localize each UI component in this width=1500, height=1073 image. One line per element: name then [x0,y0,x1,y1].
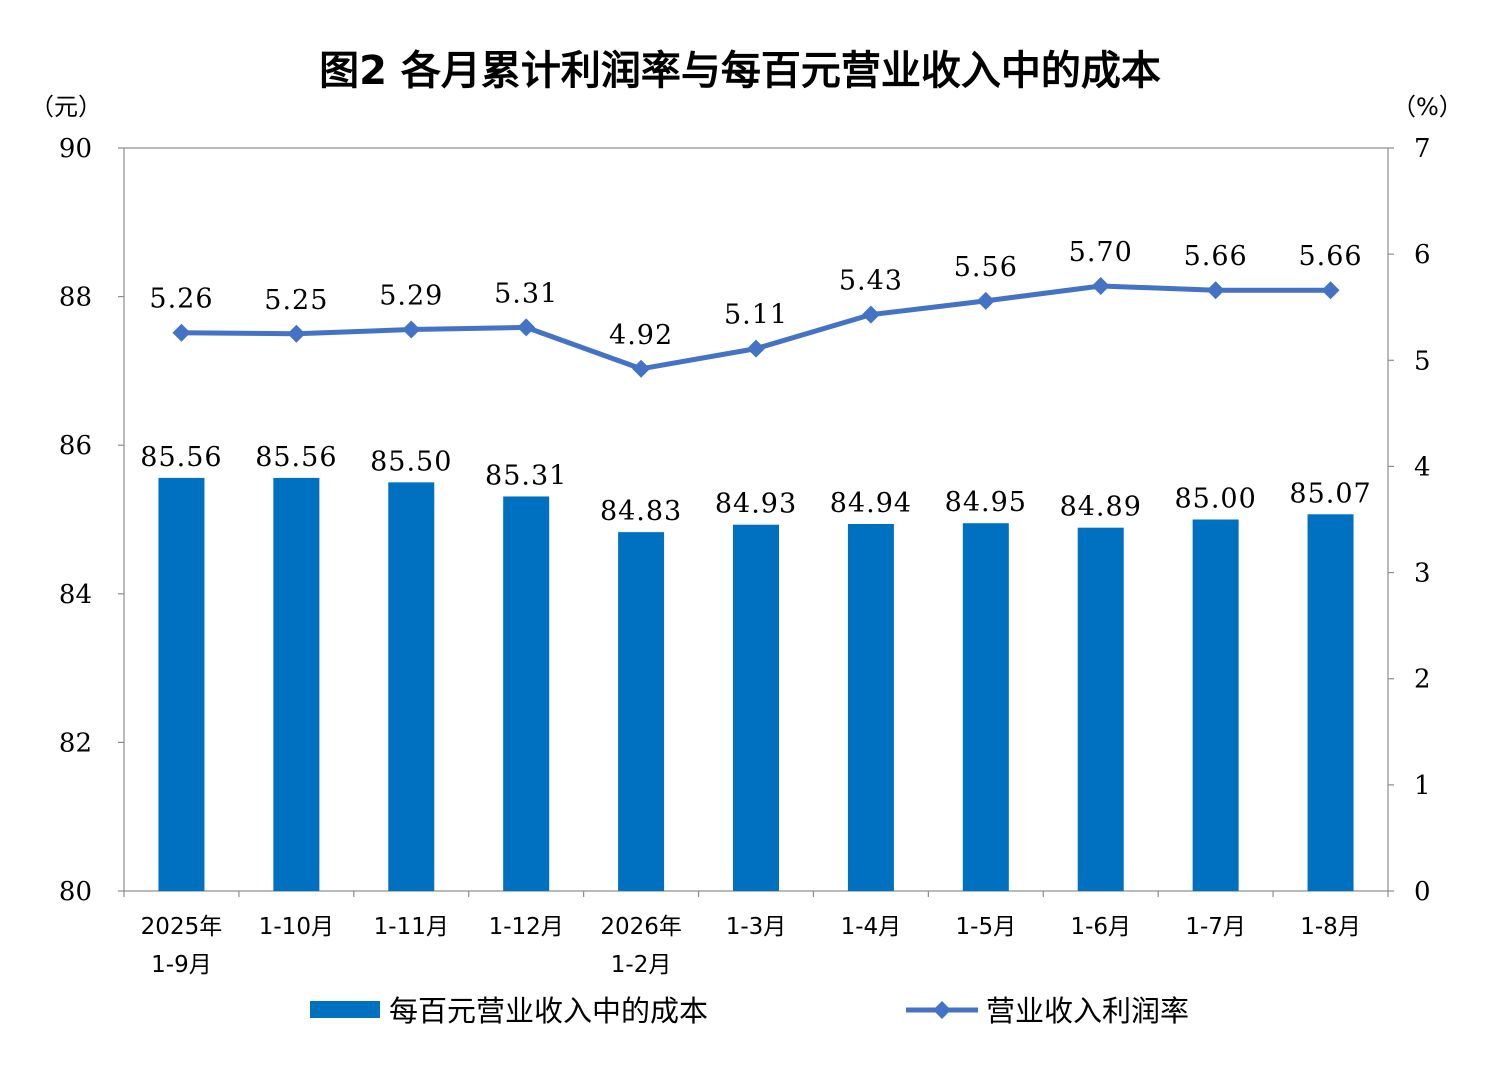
bar-data-label: 84.93 [715,489,797,520]
bar-data-label: 85.07 [1289,478,1371,509]
category-label: 1-10月 [259,914,334,940]
legend-diamond-icon [933,1001,951,1019]
right-axis-unit: （%） [1392,93,1463,121]
bar-data-label: 84.89 [1060,492,1142,523]
category-label: 1-8月 [1300,914,1361,940]
category-label: 1-4月 [841,914,902,940]
bar-data-label: 85.56 [140,442,222,473]
bar [158,477,205,891]
right-tick-label: 5 [1414,346,1431,376]
line-point [632,359,651,378]
category-label: 1-5月 [956,914,1017,940]
right-tick-label: 1 [1414,771,1431,801]
category-label: 2026年 [600,914,682,940]
left-tick-label: 82 [59,728,92,758]
category-label: 2025年 [141,914,223,940]
category-label: 1-11月 [374,914,449,940]
bar [618,532,665,891]
line-point [976,291,995,310]
category-label: 1-12月 [489,914,564,940]
bar [847,523,894,891]
bar-data-label: 85.56 [255,442,337,473]
legend: 每百元营业收入中的成本 营业收入利润率 [310,994,1189,1028]
left-axis: 80 82 84 86 88 90 [59,134,124,907]
category-label: 1-7月 [1185,914,1246,940]
right-axis: 0 1 2 3 4 5 6 7 [1388,134,1431,907]
line-data-label: 5.11 [724,300,788,331]
left-tick-label: 86 [59,431,92,461]
category-label: 1-3月 [726,914,787,940]
line-point [172,323,191,342]
line-point [861,305,880,324]
line-data-label: 5.25 [264,285,328,316]
bar [733,524,779,891]
line-data-label: 5.26 [149,284,213,315]
bar [1307,514,1354,891]
bar-data-label: 85.00 [1174,484,1256,515]
bar-data-label: 84.94 [830,488,912,519]
left-tick-label: 84 [59,580,92,610]
line-point [1206,281,1225,300]
line-point [1321,281,1340,300]
line-point [287,324,306,343]
line-data-label: 5.29 [379,281,443,312]
line-point [402,320,421,339]
line-series [172,276,1340,378]
left-tick-label: 90 [59,134,92,164]
category-label: 1-6月 [1070,914,1131,940]
bar [388,482,435,891]
line-data-label: 5.31 [494,278,558,309]
bar-data-label: 84.95 [945,487,1027,518]
left-axis-unit: （元） [30,93,102,121]
bar-series [158,477,1354,891]
left-tick-label: 88 [59,283,92,313]
line-point [517,318,536,337]
right-tick-label: 0 [1414,877,1431,907]
legend-bar-label: 每百元营业收入中的成本 [389,994,708,1028]
bar [1077,527,1124,891]
right-tick-label: 6 [1414,240,1431,270]
bar-data-label: 84.83 [600,496,682,527]
legend-bar-swatch [310,1001,380,1018]
right-tick-label: 2 [1414,665,1431,695]
line-point [747,339,765,358]
line-data-label: 5.43 [839,266,903,297]
line-data-labels: 5.26 5.25 5.29 5.31 4.92 5.11 5.43 5.56 5.70 5.66… [149,237,1362,351]
category-label: 1-2月 [611,952,672,978]
bar [962,523,1009,891]
legend-line-label: 营业收入利润率 [986,994,1189,1028]
left-tick-label: 80 [59,877,92,907]
category-axis-labels: 2025年 1-9月 1-10月 1-11月 1-12月 2026年 1-2月 1-3月 1-4… [123,891,1389,978]
line-data-label: 5.70 [1069,237,1133,268]
bar-data-label: 85.50 [370,446,452,477]
right-tick-label: 3 [1414,559,1431,589]
right-tick-label: 7 [1414,134,1431,164]
bar-data-labels: 85.56 85.56 85.50 85.31 84.83 84.93 84.94 84.95… [140,442,1371,527]
bar [1192,519,1239,891]
right-tick-label: 4 [1414,452,1431,482]
bar [273,477,320,891]
bar [503,496,550,891]
line-data-label: 5.66 [1184,241,1248,272]
line-data-label: 4.92 [609,320,673,351]
bar-data-label: 85.31 [485,460,567,491]
line-data-label: 5.66 [1298,241,1362,272]
line-point [1091,276,1110,295]
chart-title: 图2 各月累计利润率与每百元营业收入中的成本 [319,48,1161,94]
line-data-label: 5.56 [954,252,1018,283]
category-label: 1-9月 [151,952,212,978]
